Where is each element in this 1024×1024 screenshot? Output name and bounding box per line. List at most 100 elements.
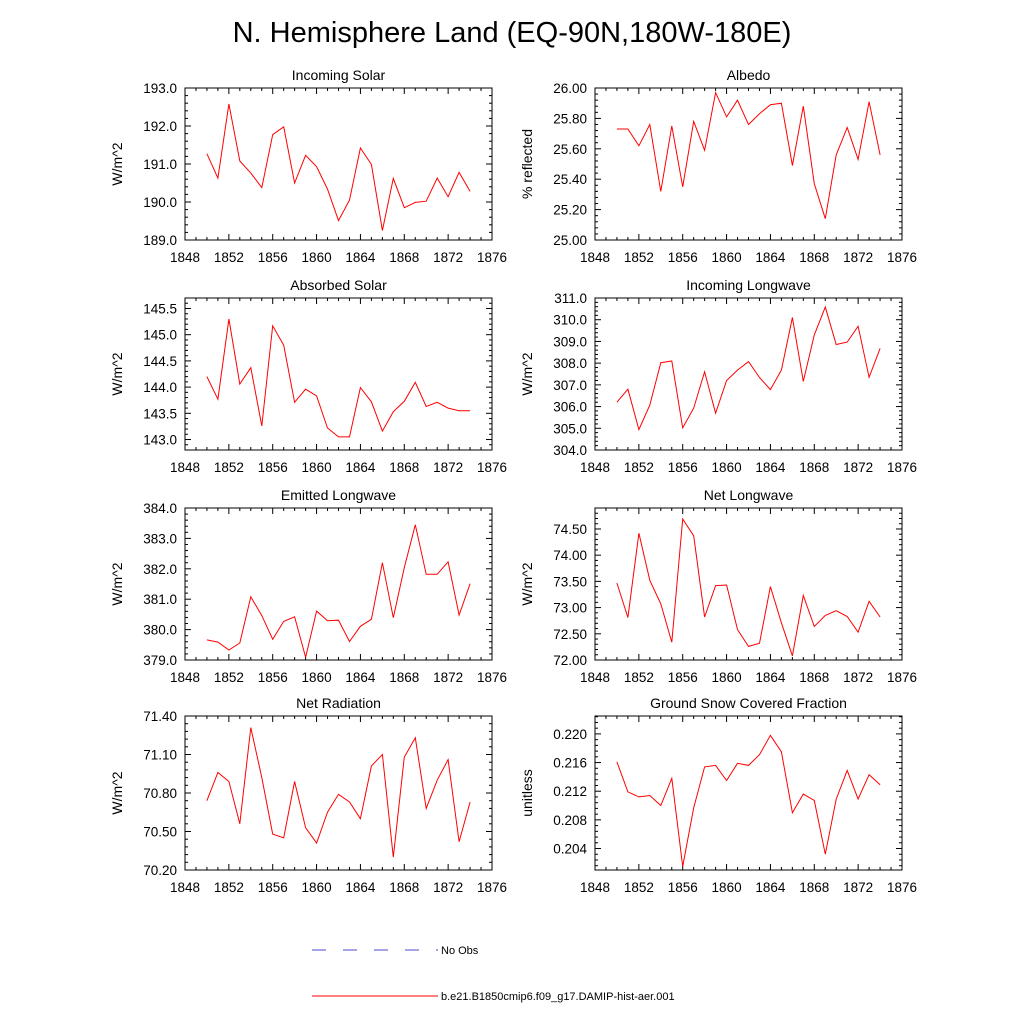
x-tick-label: 1856 [668, 670, 698, 685]
x-tick-label: 1872 [843, 880, 873, 895]
x-tick-label: 1852 [214, 880, 244, 895]
x-tick-label: 1868 [799, 880, 829, 895]
x-tick-label: 1864 [755, 670, 786, 685]
panel-title: Net Radiation [296, 695, 381, 711]
chart-panel-7: Net Radiation W/m^2 1848 1852 1856 1860 1864 18… [109, 695, 507, 895]
panel-title: Net Longwave [704, 487, 794, 503]
chart-panel-6: Net Longwave W/m^2 1848 1852 1856 1860 1864 186… [519, 487, 917, 685]
x-tick-label: 1872 [843, 250, 873, 265]
y-tick-label: 25.40 [553, 172, 587, 187]
x-tick-label: 1856 [668, 880, 698, 895]
x-tick-label: 1860 [712, 670, 742, 685]
x-tick-label: 1856 [258, 670, 288, 685]
x-tick-label: 1872 [843, 670, 873, 685]
x-tick-label: 1852 [624, 460, 654, 475]
y-tick-label: 25.00 [553, 233, 587, 248]
x-tick-label: 1856 [258, 460, 288, 475]
series-line [206, 318, 471, 438]
x-tick-label: 1856 [258, 880, 288, 895]
y-tick-label: 310.0 [553, 313, 587, 328]
y-tick-label: 307.0 [553, 378, 587, 393]
x-tick-label: 1868 [389, 250, 419, 265]
x-tick-label: 1872 [433, 670, 463, 685]
y-tick-label: 379.0 [143, 653, 177, 668]
y-tick-label: 72.50 [553, 627, 587, 642]
x-tick-label: 1856 [668, 460, 698, 475]
legend: No Obs b.e21.B1850cmip6.f09_g17.DAMIP-his… [312, 945, 675, 1003]
y-axis-label: % reflected [519, 129, 535, 199]
x-tick-label: 1848 [580, 460, 610, 475]
x-tick-label: 1860 [712, 460, 742, 475]
y-tick-label: 384.0 [143, 501, 177, 516]
x-tick-label: 1864 [345, 250, 376, 265]
panels: Incoming Solar W/m^2 1848 1852 1856 1860 1864 1… [109, 67, 917, 895]
x-tick-label: 1864 [345, 880, 376, 895]
y-tick-label: 304.0 [553, 443, 587, 458]
x-tick-label: 1876 [477, 250, 507, 265]
x-tick-label: 1848 [170, 880, 200, 895]
y-tick-label: 25.60 [553, 142, 587, 157]
y-tick-label: 71.40 [143, 709, 177, 724]
x-tick-label: 1856 [258, 250, 288, 265]
y-tick-label: 26.00 [553, 81, 587, 96]
x-tick-label: 1864 [755, 460, 786, 475]
x-tick-label: 1872 [843, 460, 873, 475]
chart-panel-3: Absorbed Solar W/m^2 1848 1852 1856 1860 1864 1… [109, 277, 507, 475]
x-tick-label: 1848 [580, 880, 610, 895]
y-tick-label: 145.0 [143, 328, 177, 343]
x-tick-label: 1872 [433, 880, 463, 895]
plot-frame [594, 507, 903, 661]
y-tick-label: 72.00 [553, 653, 587, 668]
y-tick-label: 0.216 [553, 756, 587, 771]
x-tick-label: 1848 [580, 250, 610, 265]
x-tick-label: 1852 [214, 250, 244, 265]
x-tick-label: 1864 [345, 460, 376, 475]
y-tick-label: 73.00 [553, 601, 587, 616]
y-tick-label: 144.5 [143, 354, 177, 369]
panel-title: Incoming Longwave [686, 277, 811, 293]
y-tick-label: 74.50 [553, 522, 587, 537]
y-tick-label: 25.20 [553, 203, 587, 218]
x-tick-label: 1876 [887, 880, 917, 895]
y-tick-label: 189.0 [143, 233, 177, 248]
chart-panel-4: Incoming Longwave W/m^2 1848 1852 1856 1860 18… [519, 277, 917, 475]
x-tick-label: 1860 [712, 250, 742, 265]
y-tick-label: 191.0 [143, 157, 177, 172]
series-line [616, 305, 881, 432]
x-tick-label: 1876 [887, 250, 917, 265]
y-tick-label: 190.0 [143, 195, 177, 210]
x-tick-label: 1848 [170, 670, 200, 685]
x-tick-label: 1852 [624, 250, 654, 265]
y-axis-label: W/m^2 [519, 352, 535, 395]
chart-panel-2: Albedo % reflected 1848 1852 1856 1860 1864 186… [519, 67, 917, 265]
legend-item-2: b.e21.B1850cmip6.f09_g17.DAMIP-hist-aer.… [312, 991, 675, 1003]
x-tick-label: 1868 [799, 250, 829, 265]
series-line [206, 727, 471, 858]
x-tick-label: 1872 [433, 460, 463, 475]
panel-title: Ground Snow Covered Fraction [650, 695, 847, 711]
y-tick-label: 0.204 [553, 842, 587, 857]
figure-title: N. Hemisphere Land (EQ-90N,180W-180E) [233, 17, 792, 49]
series-line [206, 524, 471, 658]
y-axis-label: W/m^2 [109, 142, 125, 185]
plot-frame [594, 87, 903, 241]
y-tick-label: 382.0 [143, 562, 177, 577]
x-tick-label: 1864 [755, 250, 786, 265]
x-tick-label: 1868 [389, 880, 419, 895]
chart-panel-1: Incoming Solar W/m^2 1848 1852 1856 1860 1864 1… [109, 67, 507, 265]
y-tick-label: 25.80 [553, 111, 587, 126]
x-tick-label: 1860 [302, 460, 332, 475]
x-tick-label: 1860 [712, 880, 742, 895]
series-line [616, 734, 881, 867]
legend-label: b.e21.B1850cmip6.f09_g17.DAMIP-hist-aer.… [441, 991, 675, 1003]
y-tick-label: 380.0 [143, 623, 177, 638]
y-tick-label: 381.0 [143, 592, 177, 607]
plot-frame [184, 297, 493, 451]
x-tick-label: 1876 [477, 880, 507, 895]
x-tick-label: 1868 [389, 670, 419, 685]
y-tick-label: 0.208 [553, 813, 587, 828]
y-tick-label: 143.5 [143, 406, 177, 421]
x-tick-label: 1876 [887, 670, 917, 685]
plot-frame [184, 87, 493, 241]
x-tick-label: 1852 [214, 460, 244, 475]
